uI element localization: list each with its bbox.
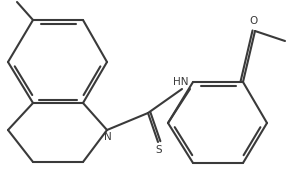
Text: HN: HN xyxy=(173,77,189,87)
Text: O: O xyxy=(249,16,257,26)
Text: N: N xyxy=(104,132,112,142)
Text: S: S xyxy=(156,145,162,155)
